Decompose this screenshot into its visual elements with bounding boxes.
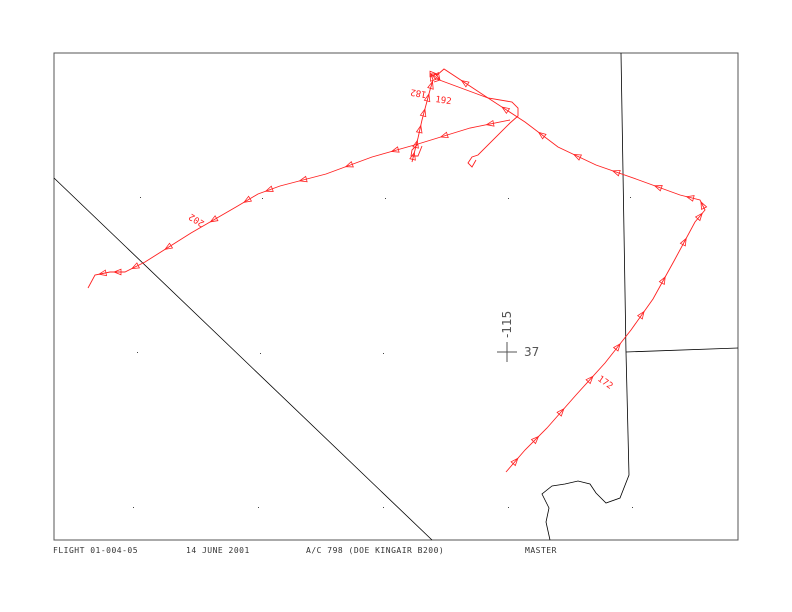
direction-arrow: [390, 146, 400, 153]
direction-arrow: [432, 71, 441, 81]
grid-dot: [262, 198, 263, 199]
direction-arrow: [427, 80, 434, 90]
grid-dot: [133, 507, 134, 508]
track-label-202: 202: [187, 211, 206, 228]
grid-dot: [508, 507, 509, 508]
footer-aircraft: A/C 798 (DOE KINGAIR B200): [306, 546, 445, 555]
direction-arrow: [585, 375, 594, 385]
track-arrows: [98, 70, 708, 467]
longitude-label: -115: [500, 311, 514, 338]
track-label-172: 172: [595, 374, 614, 392]
direction-arrow: [439, 131, 449, 139]
direction-arrow: [264, 185, 274, 192]
direction-arrow: [164, 242, 174, 250]
grid-dot: [632, 507, 633, 508]
boundary-vertical: [541, 52, 630, 541]
center-marker: [497, 342, 517, 362]
latitude-label: 37: [524, 345, 539, 359]
map-frame: [53, 52, 739, 541]
track-segment: [433, 77, 519, 168]
flight-track: [87, 68, 706, 473]
state-boundaries: [53, 52, 739, 541]
direction-arrow: [694, 212, 703, 222]
direction-arrow: [653, 185, 663, 192]
direction-arrow: [130, 262, 141, 270]
direction-arrow: [537, 131, 547, 140]
direction-arrow: [415, 124, 423, 134]
grid-dot: [137, 352, 138, 353]
direction-arrow: [419, 108, 427, 118]
footer-date: 14 JUNE 2001: [186, 546, 250, 555]
grid-dots: [133, 197, 633, 508]
direction-arrow: [485, 119, 495, 127]
direction-arrow: [344, 161, 354, 168]
direction-arrow: [98, 269, 108, 277]
grid-dot: [383, 507, 384, 508]
grid-dot: [630, 197, 631, 198]
grid-dot: [385, 198, 386, 199]
track-segment: [411, 73, 441, 163]
boundary-horizontal: [625, 347, 739, 353]
direction-arrow: [412, 139, 419, 149]
direction-arrow: [423, 93, 431, 103]
track-label-192: 192: [435, 95, 452, 107]
track-segment: [87, 119, 511, 289]
direction-arrow: [679, 237, 687, 247]
direction-arrow: [658, 275, 666, 286]
direction-arrow: [209, 215, 219, 223]
footer-mode: MASTER: [525, 546, 557, 555]
grid-dot: [140, 197, 141, 198]
direction-arrow: [243, 195, 253, 203]
direction-arrow: [636, 310, 645, 320]
grid-dot: [508, 198, 509, 199]
direction-arrow: [430, 72, 437, 82]
track-segment: [410, 143, 423, 157]
direction-arrow: [556, 408, 565, 417]
direction-arrow: [612, 342, 621, 352]
direction-arrow: [501, 106, 511, 115]
grid-dot: [260, 353, 261, 354]
direction-arrow: [685, 195, 695, 202]
track-label-182: 182: [410, 86, 428, 99]
direction-arrow: [409, 151, 416, 161]
direction-arrow: [611, 170, 621, 177]
direction-arrow: [460, 80, 470, 88]
footer-flight: FLIGHT 01-004-05: [53, 546, 139, 555]
direction-arrow: [510, 457, 519, 467]
boundary-diagonal: [53, 177, 433, 541]
direction-arrow: [700, 200, 708, 211]
track-segment: [435, 68, 706, 473]
direction-arrow: [530, 435, 540, 445]
direction-arrow: [572, 154, 583, 161]
direction-arrow: [298, 175, 308, 183]
grid-dot: [383, 353, 384, 354]
direction-arrow: [112, 268, 122, 276]
grid-dot: [258, 507, 259, 508]
